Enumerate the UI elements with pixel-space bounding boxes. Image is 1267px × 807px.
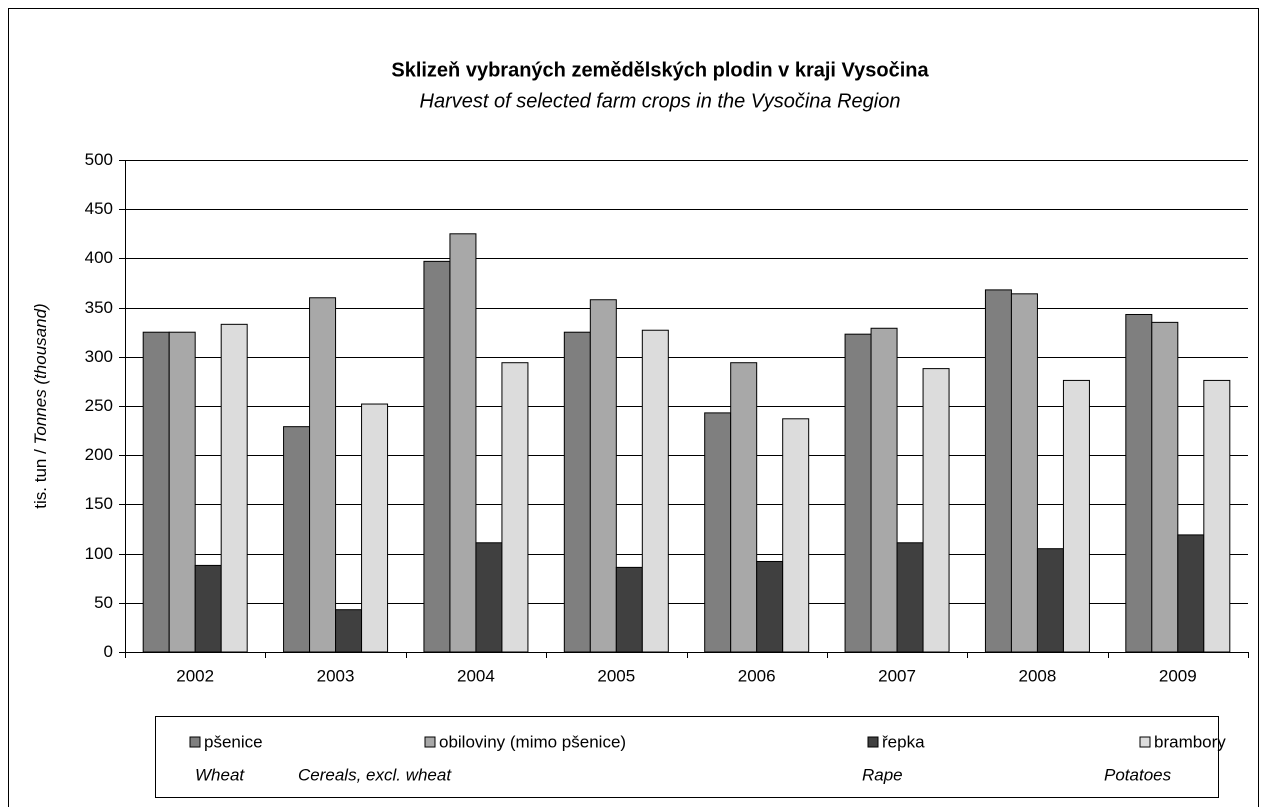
legend-label: obiloviny (mimo pšenice) xyxy=(439,732,626,751)
x-tick-label: 2004 xyxy=(457,666,495,685)
x-tick-label: 2005 xyxy=(597,666,635,685)
legend-box xyxy=(155,716,1219,798)
y-axis-label-part: Tonnes (thousand) xyxy=(31,303,50,444)
bar xyxy=(423,260,451,653)
legend-label: pšenice xyxy=(204,732,263,751)
bar xyxy=(168,331,196,653)
legend-swatch xyxy=(867,736,879,748)
bar xyxy=(1010,293,1038,653)
bar xyxy=(361,403,389,653)
y-tick-label: 350 xyxy=(85,298,113,317)
bar xyxy=(756,560,784,653)
legend-swatch xyxy=(1139,736,1151,748)
y-tick-label: 250 xyxy=(85,396,113,415)
bar xyxy=(984,289,1012,653)
bar xyxy=(501,362,529,653)
bar xyxy=(730,362,758,653)
y-tick-label: 500 xyxy=(85,150,113,169)
bar xyxy=(194,564,222,653)
chart-subtitle: Harvest of selected farm crops in the Vy… xyxy=(420,90,901,112)
bar xyxy=(142,331,170,653)
bar xyxy=(475,542,503,653)
y-tick-label: 50 xyxy=(94,593,113,612)
x-tick-label: 2006 xyxy=(738,666,776,685)
chart-title: Sklizeň vybraných zemědělských plodin v … xyxy=(391,59,929,81)
bar xyxy=(220,323,248,653)
bar xyxy=(309,297,337,653)
bar xyxy=(704,412,732,653)
bar xyxy=(782,418,810,653)
chart-border xyxy=(8,8,1259,807)
bar xyxy=(563,331,591,653)
bar xyxy=(1125,313,1153,653)
y-tick-label: 300 xyxy=(85,347,113,366)
legend-swatch xyxy=(424,736,436,748)
y-tick-label: 0 xyxy=(104,642,113,661)
y-axis-label-part: tis. tun / xyxy=(31,444,50,508)
bar xyxy=(589,299,617,653)
x-tick-label: 2002 xyxy=(176,666,214,685)
bar xyxy=(1177,534,1205,653)
y-tick-label: 450 xyxy=(85,199,113,218)
legend-label-en: Rape xyxy=(862,765,903,784)
legend-label-en: Cereals, excl. wheat xyxy=(298,765,452,784)
bar xyxy=(615,566,643,653)
bar xyxy=(1036,548,1064,653)
bar xyxy=(870,327,898,653)
x-tick-label: 2009 xyxy=(1159,666,1197,685)
x-tick-label: 2008 xyxy=(1019,666,1057,685)
bar xyxy=(896,542,924,653)
bar xyxy=(1151,321,1179,653)
legend-label-en: Potatoes xyxy=(1104,765,1172,784)
legend-label: řepka xyxy=(882,732,925,751)
y-tick-label: 200 xyxy=(85,445,113,464)
bar xyxy=(922,368,950,653)
bar xyxy=(1203,379,1231,653)
x-tick-label: 2007 xyxy=(878,666,916,685)
y-tick-label: 100 xyxy=(85,544,113,563)
bar xyxy=(1062,379,1090,653)
y-tick-label: 150 xyxy=(85,494,113,513)
bar xyxy=(844,333,872,653)
bar xyxy=(283,426,311,653)
bar xyxy=(449,233,477,653)
x-tick-label: 2003 xyxy=(317,666,355,685)
legend-swatch xyxy=(189,736,201,748)
y-tick-label: 400 xyxy=(85,248,113,267)
legend-label-en: Wheat xyxy=(195,765,245,784)
legend-label: brambory xyxy=(1154,732,1226,751)
y-axis-label: tis. tun / Tonnes (thousand) xyxy=(31,303,50,508)
bar xyxy=(641,329,669,653)
bar xyxy=(335,609,363,653)
